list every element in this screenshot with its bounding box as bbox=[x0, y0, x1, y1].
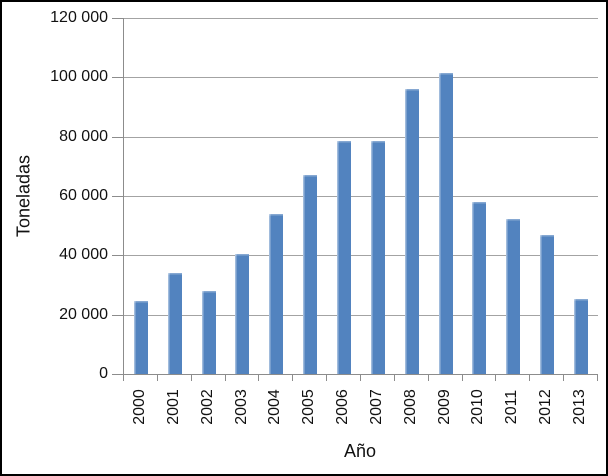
x-axis-title: Año bbox=[343, 441, 377, 461]
x-axis-tick-mark bbox=[529, 375, 530, 381]
bar-2001 bbox=[168, 273, 182, 374]
gridline bbox=[124, 314, 598, 316]
bar-2011 bbox=[506, 219, 520, 374]
y-axis-tick-mark bbox=[112, 77, 124, 78]
x-axis-tick-label: 2000 bbox=[131, 389, 148, 425]
bar-2003 bbox=[235, 254, 249, 374]
y-axis-tick-label: 20 000 bbox=[59, 306, 108, 323]
bar-2013 bbox=[574, 299, 588, 374]
bar-2008 bbox=[405, 89, 419, 374]
x-axis-tick-label: 2011 bbox=[503, 389, 520, 425]
x-axis-tick-label: 2004 bbox=[266, 389, 283, 425]
x-axis-tick-label: 2001 bbox=[165, 389, 182, 425]
y-axis-tick-label: 40 000 bbox=[59, 246, 108, 263]
y-axis-tick-mark bbox=[112, 196, 124, 197]
y-axis-tick-label: 120 000 bbox=[50, 9, 108, 26]
x-axis-tick-label: 2009 bbox=[436, 389, 453, 425]
y-axis-tick-label: 60 000 bbox=[59, 187, 108, 204]
x-axis-tick-label: 2006 bbox=[334, 389, 351, 425]
bar-2005 bbox=[303, 175, 317, 374]
x-axis-tick-mark bbox=[157, 375, 158, 381]
bar-2007 bbox=[371, 141, 385, 374]
bar-2004 bbox=[269, 214, 283, 374]
x-axis-tick-mark bbox=[394, 375, 395, 381]
y-axis-tick-mark bbox=[112, 315, 124, 316]
bar-2002 bbox=[202, 291, 216, 374]
y-axis-tick-label: 100 000 bbox=[50, 68, 108, 85]
x-axis-tick-label: 2008 bbox=[402, 389, 419, 425]
y-axis-tick-mark bbox=[112, 374, 124, 375]
bar-2009 bbox=[439, 73, 453, 374]
gridline bbox=[124, 196, 598, 197]
x-axis-tick-mark bbox=[495, 375, 496, 381]
plot-area bbox=[123, 18, 598, 375]
bar-2000 bbox=[134, 301, 148, 374]
x-axis-tick-mark bbox=[191, 375, 192, 381]
gridline bbox=[124, 255, 598, 257]
y-axis-tick-label: 80 000 bbox=[59, 128, 108, 145]
x-axis-tick-mark bbox=[258, 375, 259, 381]
gridline bbox=[124, 18, 598, 19]
x-axis-tick-mark bbox=[462, 375, 463, 381]
x-axis-tick-label: 2013 bbox=[571, 389, 588, 425]
x-axis-tick-label: 2010 bbox=[469, 389, 486, 425]
x-axis-tick-mark bbox=[563, 375, 564, 381]
x-axis-tick-mark bbox=[326, 375, 327, 381]
x-axis-tick-label: 2002 bbox=[199, 389, 216, 425]
bar-2006 bbox=[337, 141, 351, 374]
x-axis-tick-label: 2003 bbox=[233, 389, 250, 425]
x-axis-tick-mark bbox=[428, 375, 429, 381]
y-axis-tick-mark bbox=[112, 18, 124, 19]
x-axis-tick-mark bbox=[225, 375, 226, 381]
gridline bbox=[124, 136, 598, 138]
x-axis-tick-mark bbox=[123, 375, 124, 381]
y-axis-tick-mark bbox=[112, 137, 124, 138]
y-axis-tick-label: 0 bbox=[99, 365, 108, 382]
x-axis-tick-label: 2007 bbox=[368, 389, 385, 425]
bar-2010 bbox=[472, 202, 486, 374]
gridline bbox=[124, 77, 598, 79]
x-axis-tick-label: 2012 bbox=[537, 389, 554, 425]
x-axis-tick-mark bbox=[360, 375, 361, 381]
x-axis-tick-label: 2005 bbox=[300, 389, 317, 425]
bar-2012 bbox=[540, 235, 554, 374]
x-axis-tick-mark bbox=[292, 375, 293, 381]
y-axis-tick-mark bbox=[112, 255, 124, 256]
x-axis-tick-mark bbox=[597, 375, 598, 381]
